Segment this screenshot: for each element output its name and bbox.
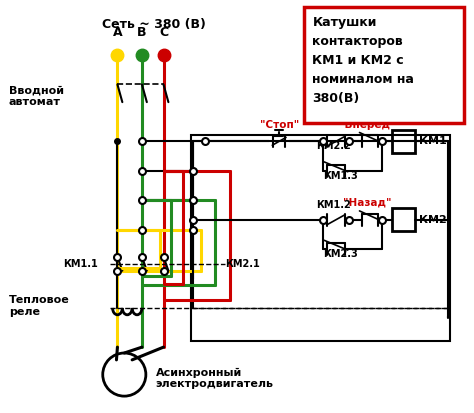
Text: C: C: [159, 26, 168, 39]
Text: Вводной
автомат: Вводной автомат: [9, 85, 64, 107]
FancyBboxPatch shape: [304, 7, 465, 123]
Text: КМ1.1: КМ1.1: [63, 259, 98, 269]
Text: КМ2.3: КМ2.3: [323, 249, 358, 259]
Text: "Вперед": "Вперед": [339, 120, 396, 130]
Text: КМ2.1: КМ2.1: [225, 259, 260, 269]
Text: Асинхронный
электродвигатель: Асинхронный электродвигатель: [155, 368, 273, 389]
Text: A: A: [113, 26, 122, 39]
Text: "Стоп": "Стоп": [259, 120, 299, 130]
Text: КМ2.2: КМ2.2: [316, 141, 350, 151]
Text: КМ1.2: КМ1.2: [316, 200, 350, 210]
Text: B: B: [137, 26, 146, 39]
Text: КМ1.3: КМ1.3: [323, 171, 358, 180]
Text: Тепловое
реле: Тепловое реле: [9, 295, 69, 317]
Text: Катушки
контакторов
КМ1 и КМ2 с
номиналом на
380(В): Катушки контакторов КМ1 и КМ2 с номинало…: [312, 16, 414, 105]
Text: "Назад": "Назад": [343, 198, 392, 208]
Text: КМ1: КМ1: [419, 136, 447, 146]
Text: КМ2: КМ2: [419, 215, 447, 225]
Text: Сеть ~ 380 (В): Сеть ~ 380 (В): [102, 18, 206, 31]
